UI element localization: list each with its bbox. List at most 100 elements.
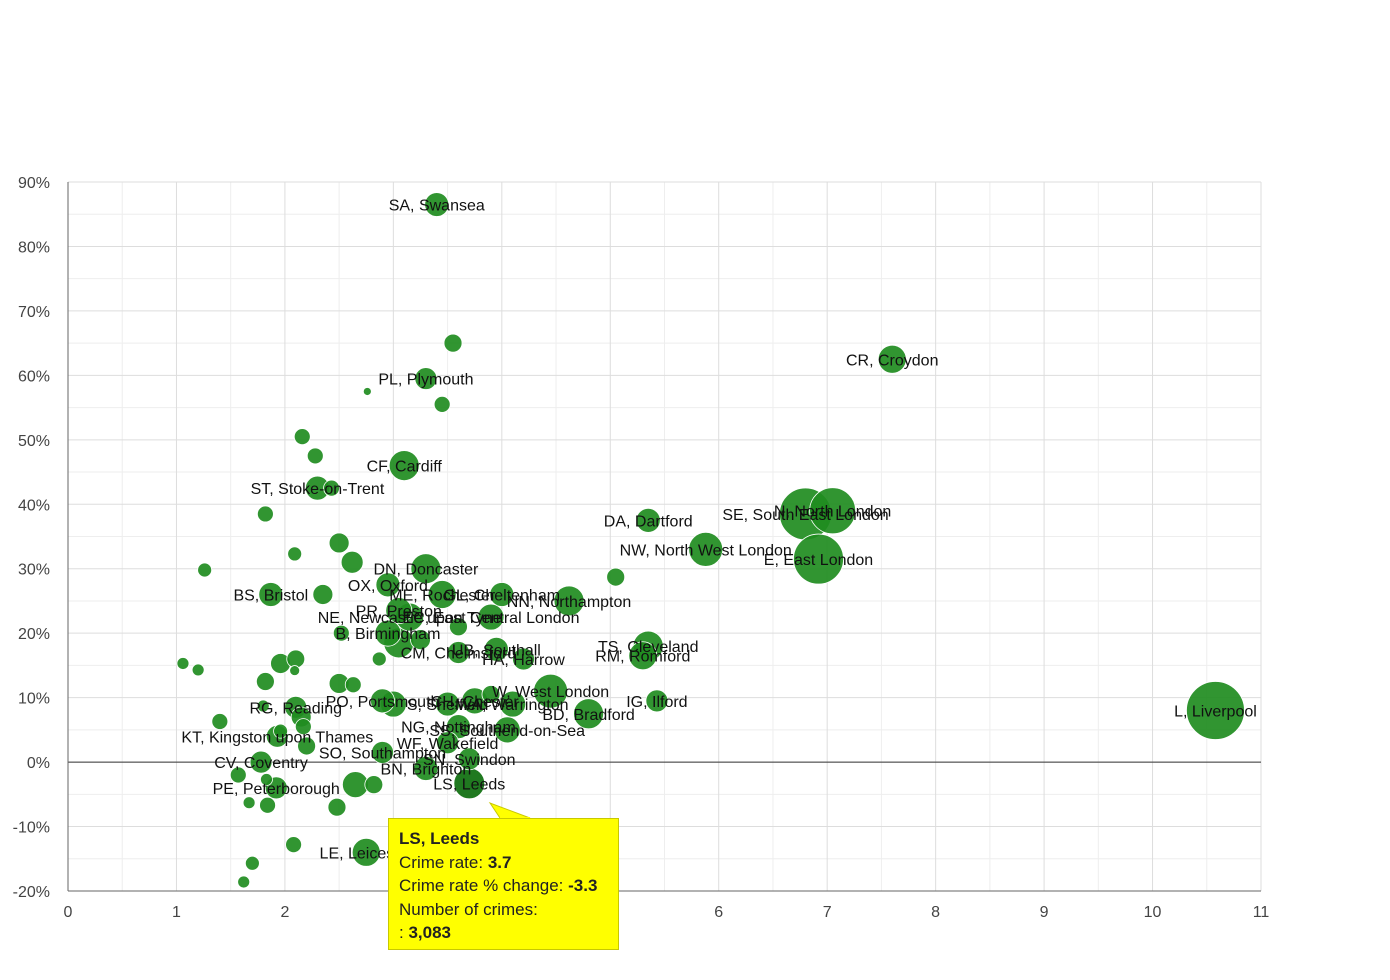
bubble-label: ST, Stoke-on-Trent	[251, 481, 385, 498]
bubble[interactable]	[410, 553, 442, 585]
tooltip-crimes-label: Number of crimes:	[399, 899, 538, 919]
bubble[interactable]	[255, 672, 275, 691]
bubble[interactable]	[1186, 681, 1245, 740]
bubble[interactable]	[388, 450, 420, 482]
bubble[interactable]	[489, 582, 515, 607]
bubble[interactable]	[427, 580, 457, 609]
bubble-label: OX, Oxford	[348, 578, 428, 595]
bubble[interactable]	[306, 447, 324, 465]
bubble[interactable]	[259, 796, 276, 814]
bubble[interactable]	[328, 532, 350, 554]
y-tick-label: 20%	[18, 626, 50, 643]
bubble[interactable]	[371, 741, 394, 764]
axes	[67, 182, 1261, 892]
bubble[interactable]	[435, 691, 460, 717]
bubble[interactable]	[362, 387, 372, 396]
bubble[interactable]	[433, 395, 451, 413]
bubble[interactable]	[370, 688, 395, 714]
tooltip: LS, Leeds Crime rate: 3.7 Crime rate % c…	[388, 818, 619, 950]
tooltip-change-label: Crime rate % change:	[399, 876, 564, 895]
bubble[interactable]	[260, 773, 273, 786]
bubble[interactable]	[294, 718, 312, 736]
bubble[interactable]	[877, 344, 907, 374]
bubble[interactable]	[244, 855, 260, 871]
bubble[interactable]	[512, 647, 535, 671]
bubble[interactable]	[477, 603, 505, 631]
bubble[interactable]	[606, 567, 626, 587]
y-tick-label: -10%	[13, 820, 50, 837]
tooltip-rate-value: 3.7	[487, 852, 512, 872]
bubble[interactable]	[344, 676, 362, 694]
bubble[interactable]	[374, 619, 402, 647]
bubble[interactable]	[483, 636, 509, 662]
bubble[interactable]	[287, 546, 303, 562]
bubble[interactable]	[323, 479, 340, 497]
bubble-label: N, North London	[774, 504, 891, 521]
bubble-label: DN, Doncaster	[373, 562, 479, 579]
bubble[interactable]	[312, 584, 334, 605]
bubble[interactable]	[293, 428, 311, 445]
bubble[interactable]	[436, 731, 459, 755]
bubble[interactable]	[493, 716, 521, 744]
bubble[interactable]	[249, 750, 273, 774]
bubble[interactable]	[688, 531, 724, 567]
bubble-label: BN, Brighton	[381, 762, 472, 779]
bubble[interactable]	[375, 572, 401, 598]
bubble[interactable]	[457, 747, 481, 771]
bubble[interactable]	[285, 836, 302, 853]
bubble[interactable]	[211, 713, 229, 730]
bubble-label: EC, East Central London	[402, 610, 579, 627]
bubble-labels: SA, Swansea CR, Croydon PL, Plymouth CF, Ca…	[181, 198, 1256, 863]
bubble-label: LS, Leeds	[433, 776, 505, 793]
bubble[interactable]	[573, 698, 604, 730]
bubble[interactable]	[332, 624, 350, 642]
bubble[interactable]	[237, 875, 251, 889]
bubble-label: NN, Northampton	[507, 594, 632, 611]
bubble-label: PO, Portsmouth	[326, 694, 440, 711]
bubble-label: UB, Southall	[452, 642, 541, 659]
bubble[interactable]	[273, 723, 288, 739]
bubble-label: NE, Newcastle upon Tyne	[318, 610, 502, 627]
bubble-label: S, Sheffield	[407, 697, 489, 714]
bubble[interactable]	[229, 766, 247, 784]
bubble[interactable]	[176, 657, 190, 670]
bubble[interactable]	[635, 507, 661, 533]
bubble[interactable]	[499, 690, 527, 718]
bubble[interactable]	[385, 597, 413, 625]
bubble[interactable]	[413, 756, 439, 781]
bubble[interactable]	[340, 550, 364, 574]
bubble[interactable]	[424, 192, 450, 217]
bubble[interactable]	[371, 651, 387, 667]
bubble[interactable]	[197, 562, 213, 578]
bubble[interactable]	[443, 333, 463, 353]
bubble[interactable]	[793, 533, 844, 585]
bubble[interactable]	[628, 641, 658, 671]
bubble[interactable]	[327, 797, 347, 817]
bubble[interactable]	[809, 487, 857, 535]
bubble[interactable]	[256, 505, 274, 523]
bubble[interactable]	[410, 629, 431, 651]
bubble-label: BS, Bristol	[233, 588, 308, 605]
bubble[interactable]	[449, 617, 468, 637]
bubble[interactable]	[645, 689, 669, 713]
bubble[interactable]	[553, 585, 585, 617]
bubble[interactable]	[414, 367, 438, 390]
bubble[interactable]	[533, 673, 569, 709]
bubble[interactable]	[242, 796, 256, 810]
bubble-label: WA, Warrington	[457, 697, 569, 714]
bubble[interactable]	[447, 641, 470, 664]
bubble[interactable]	[297, 736, 317, 756]
bubble[interactable]	[481, 685, 501, 704]
bubble[interactable]	[351, 837, 381, 867]
bubble[interactable]	[191, 663, 205, 677]
bubble-label: GL, Cheltenham	[444, 588, 561, 605]
bubbles	[176, 192, 1245, 889]
bubble[interactable]	[256, 699, 270, 713]
bubble[interactable]	[258, 582, 284, 607]
bubble-label: L, Liverpool	[1174, 704, 1257, 721]
bubble-label: W, West London	[492, 684, 609, 701]
bubble-label: CR, Croydon	[846, 352, 938, 369]
bubble[interactable]	[364, 775, 384, 795]
bubble[interactable]	[289, 665, 301, 676]
